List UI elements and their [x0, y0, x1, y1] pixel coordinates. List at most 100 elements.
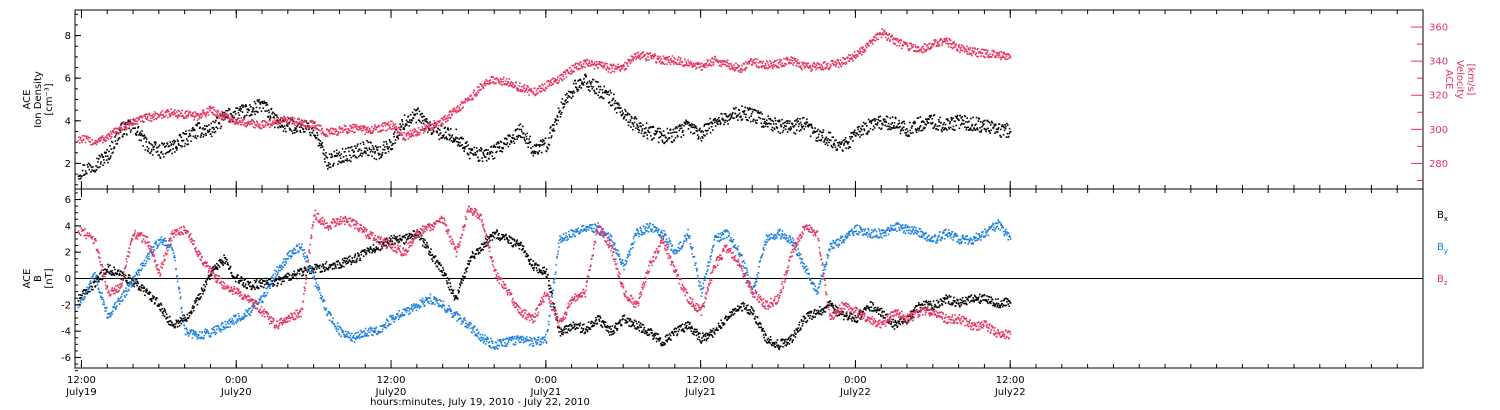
- data-point: [371, 155, 373, 157]
- data-point: [171, 152, 173, 155]
- data-point: [516, 128, 519, 130]
- data-point: [371, 132, 374, 134]
- data-point: [144, 114, 146, 116]
- data-point: [722, 118, 724, 121]
- data-point: [292, 132, 294, 135]
- data-point: [103, 162, 106, 164]
- data-point: [288, 127, 291, 130]
- data-point: [524, 133, 527, 136]
- data-point: [770, 61, 773, 64]
- data-point: [86, 172, 88, 175]
- data-point: [752, 61, 754, 64]
- data-point: [585, 82, 588, 85]
- data-point: [232, 120, 234, 122]
- data-point: [456, 297, 459, 299]
- data-point: [874, 123, 877, 125]
- data-point: [679, 61, 681, 64]
- data-point: [749, 107, 751, 109]
- data-point: [116, 272, 119, 275]
- data-point: [140, 115, 142, 117]
- data-point: [284, 117, 287, 119]
- data-point: [129, 119, 131, 121]
- data-point: [182, 139, 185, 142]
- data-point: [442, 123, 444, 126]
- data-point: [431, 127, 433, 129]
- data-point: [452, 137, 455, 140]
- data-point: [776, 127, 779, 129]
- data-point: [467, 263, 469, 265]
- data-point: [634, 53, 636, 55]
- data-point: [918, 50, 920, 53]
- data-point: [353, 154, 356, 157]
- data-point: [550, 126, 552, 128]
- data-point: [166, 109, 169, 111]
- data-point: [799, 118, 801, 120]
- data-point: [976, 128, 978, 130]
- data-point: [397, 241, 400, 244]
- data-point: [136, 120, 138, 123]
- data-point: [291, 123, 294, 125]
- data-point: [492, 146, 495, 148]
- data-point: [100, 161, 102, 163]
- data-point: [712, 61, 714, 64]
- data-point: [462, 147, 464, 150]
- data-point: [369, 151, 372, 153]
- data-point: [226, 117, 229, 119]
- data-point: [98, 280, 100, 283]
- data-point: [992, 49, 995, 52]
- data-point: [866, 132, 869, 134]
- data-point: [535, 90, 538, 92]
- data-point: [638, 55, 641, 58]
- data-point: [95, 280, 97, 283]
- data-point: [696, 130, 699, 132]
- data-point: [415, 130, 418, 133]
- data-point: [712, 64, 715, 66]
- data-point: [428, 125, 431, 127]
- data-point: [503, 76, 505, 78]
- data-point: [750, 58, 752, 60]
- data-point: [301, 274, 303, 277]
- data-point: [557, 81, 560, 84]
- data-point: [254, 113, 256, 116]
- data-point: [285, 277, 288, 279]
- data-point: [201, 132, 203, 134]
- data-point: [594, 61, 596, 64]
- data-point: [110, 274, 113, 276]
- data-point: [755, 109, 757, 112]
- data-point: [552, 77, 555, 79]
- data-point: [99, 163, 102, 165]
- data-point: [228, 117, 230, 120]
- data-point: [876, 32, 879, 35]
- data-point: [635, 58, 637, 60]
- data-point: [950, 46, 952, 49]
- data-point: [703, 125, 705, 127]
- data-point: [989, 132, 992, 134]
- data-point: [256, 120, 258, 122]
- data-point: [714, 117, 716, 120]
- data-point: [442, 119, 445, 121]
- data-point: [356, 252, 359, 254]
- data-point: [338, 127, 341, 129]
- data-point: [542, 138, 544, 141]
- data-point: [570, 69, 573, 71]
- data-point: [576, 88, 578, 91]
- data-point: [321, 131, 324, 133]
- data-point: [551, 124, 554, 126]
- data-point: [333, 262, 335, 265]
- data-point: [446, 128, 449, 131]
- data-point: [325, 135, 327, 138]
- data-point: [929, 114, 931, 117]
- data-point: [688, 64, 691, 67]
- data-point: [959, 114, 962, 117]
- data-point: [486, 152, 489, 154]
- data-point: [800, 129, 802, 131]
- data-point: [426, 121, 429, 123]
- data-point: [758, 116, 760, 119]
- data-point: [160, 302, 162, 305]
- data-point: [225, 109, 227, 112]
- data-point: [276, 121, 279, 123]
- data-point: [80, 139, 83, 142]
- data-point: [654, 133, 656, 136]
- data-point: [723, 60, 726, 63]
- data-point: [796, 62, 799, 65]
